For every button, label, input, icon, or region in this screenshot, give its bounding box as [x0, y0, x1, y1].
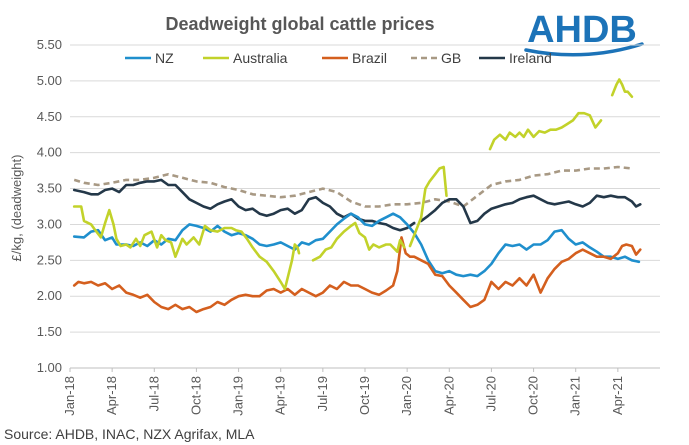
legend-label-nz: NZ — [155, 50, 174, 66]
x-tick-labels: Jan-18 Apr-18 Jul-18 Oct-18 Jan-19 Apr-19 Jul-… — [62, 368, 625, 416]
series-line-australia — [488, 111, 603, 151]
y-tick-label: 2.00 — [37, 288, 62, 303]
x-tick-label: Jan-21 — [568, 376, 583, 416]
x-tick-label: Apr-21 — [610, 376, 625, 415]
y-tick-label: 1.00 — [37, 360, 62, 375]
y-tick-label: 5.50 — [37, 37, 62, 52]
chart-title: Deadweight global cattle prices — [165, 14, 434, 34]
x-tick-label: Jan-18 — [62, 376, 77, 416]
series-line-australia — [311, 221, 406, 262]
series-line-gb — [73, 165, 633, 208]
series-line-australia — [72, 205, 301, 291]
series-lines — [72, 78, 642, 314]
y-axis-title: £/kg, (deadweight) — [9, 155, 24, 262]
logo-swoosh — [524, 42, 644, 57]
x-tick-label: Jul-20 — [483, 376, 498, 411]
y-tick-labels: 1.00 1.50 2.00 2.50 3.00 3.50 4.00 4.50 5.00 5.50 — [37, 37, 62, 375]
y-tick-label: 1.50 — [37, 324, 62, 339]
series-line-australia — [610, 78, 634, 98]
series-line-nz — [72, 212, 641, 278]
legend-label-australia: Australia — [233, 50, 288, 66]
series-line-ireland — [419, 194, 642, 225]
x-tick-label: Jul-18 — [146, 376, 161, 411]
legend: NZ Australia Brazil GB Ireland — [125, 50, 552, 66]
series-line-australia — [408, 165, 448, 248]
legend-label-brazil: Brazil — [352, 50, 387, 66]
y-tick-label: 5.00 — [37, 73, 62, 88]
legend-label-gb: GB — [441, 50, 461, 66]
x-tick-label: Oct-20 — [526, 376, 541, 415]
ahdb-logo: AHDB — [524, 9, 644, 57]
gridlines — [70, 44, 660, 333]
source-note: Source: AHDB, INAC, NZX Agrifax, MLA — [4, 426, 255, 442]
x-tick-label: Apr-18 — [104, 376, 119, 415]
legend-label-ireland: Ireland — [509, 50, 552, 66]
x-tick-label: Oct-18 — [188, 376, 203, 415]
x-tick-label: Jan-20 — [399, 376, 414, 416]
series-line-brazil — [72, 236, 642, 314]
y-tick-label: 3.00 — [37, 216, 62, 231]
x-tick-label: Jul-19 — [315, 376, 330, 411]
y-tick-label: 3.50 — [37, 181, 62, 196]
y-tick-label: 4.50 — [37, 109, 62, 124]
x-tick-label: Jan-19 — [231, 376, 246, 416]
logo-text: AHDB — [527, 9, 637, 51]
x-tick-label: Apr-20 — [441, 376, 456, 415]
x-tick-label: Apr-19 — [273, 376, 288, 415]
y-tick-label: 2.50 — [37, 252, 62, 267]
x-tick-label: Oct-19 — [357, 376, 372, 415]
y-tick-label: 4.00 — [37, 145, 62, 160]
